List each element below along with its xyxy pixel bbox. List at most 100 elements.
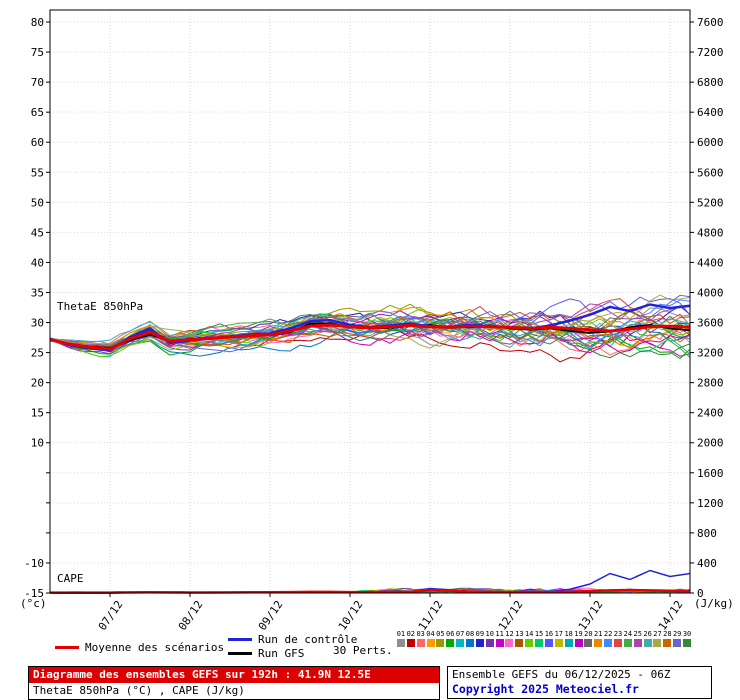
y-right-tick-label: 2400 [697, 407, 724, 420]
pert-number: 03 [416, 630, 425, 638]
y-right-tick-label: 0 [697, 587, 704, 600]
pert-color-swatch [465, 639, 474, 647]
pert-color-swatch [544, 639, 553, 647]
pert-number: 24 [623, 630, 633, 638]
pert-color-swatch [436, 639, 445, 647]
pert-color-swatch [643, 639, 652, 647]
y-left-tick-label: 30 [31, 317, 44, 330]
pert-color-swatch [594, 639, 603, 647]
pert-color-swatch [584, 639, 593, 647]
pert-cell-17: 17 [554, 630, 564, 647]
pert-cell-29: 29 [672, 630, 682, 647]
pert-color-swatch [623, 639, 632, 647]
ensemble-mean-line [49, 323, 691, 351]
y-right-unit-label: (J/kg) [694, 597, 734, 610]
x-date-label: 11/12 [416, 598, 446, 633]
ensemble-chart: 80 75 70 65 60 55 50 45 40 35 30 25 20 15 10 -10 -15 0 400… [20, 9, 734, 633]
pert-number: 04 [426, 630, 435, 638]
pert-color-swatch [683, 639, 692, 647]
pert-cell-28: 28 [662, 630, 672, 647]
y-left-tick-label: -15 [24, 587, 44, 600]
legend-gfs: Run GFS [228, 647, 304, 660]
pert-cell-24: 24 [623, 630, 633, 647]
x-date-label: 13/12 [576, 598, 606, 633]
y-left-tick-label: 65 [31, 106, 44, 119]
y-right-tick-label: 6000 [697, 136, 724, 149]
copyright-text: Copyright 2025 Meteociel.fr [452, 682, 639, 696]
pert-color-swatch [633, 639, 642, 647]
y-right-tick-label: 6400 [697, 106, 724, 119]
y-right-tick-label: 5200 [697, 196, 724, 209]
gridlines [50, 10, 690, 594]
pert-number: 12 [505, 630, 514, 638]
pert-color-swatch [564, 639, 573, 647]
y-left-tick-label: 10 [31, 437, 44, 450]
pert-cell-04: 04 [426, 630, 436, 647]
pert-color-swatch [416, 639, 425, 647]
pert-color-swatch [604, 639, 613, 647]
pert-color-swatch [673, 639, 682, 647]
cape-annotation: CAPE [57, 572, 84, 585]
pert-number: 11 [495, 630, 504, 638]
pert-number: 16 [544, 630, 554, 638]
pert-number: 21 [594, 630, 603, 638]
perts-count-label: 30 Perts. [333, 644, 393, 657]
x-date-label: 07/12 [96, 598, 126, 633]
y-left-tick-label: 75 [31, 46, 44, 59]
pert-color-swatch [515, 639, 524, 647]
pert-cell-08: 08 [465, 630, 475, 647]
pert-cell-19: 19 [574, 630, 584, 647]
pert-number: 09 [475, 630, 485, 638]
pert-color-swatch [554, 639, 563, 647]
pert-number: 29 [672, 630, 682, 638]
pert-color-swatch [653, 639, 662, 647]
perturbation-color-strip: 01 02 03 04 05 06 07 08 09 10 11 12 13 14 15 16 17 18 19 20… [396, 630, 692, 647]
pert-number: 18 [564, 630, 573, 638]
x-date-label: 14/12 [656, 598, 686, 633]
y-left-tick-label: 70 [31, 76, 44, 89]
pert-number: 07 [455, 630, 465, 638]
series-lines [49, 294, 691, 594]
pert-cell-20: 20 [583, 630, 593, 647]
run-info-box: Ensemble GEFS du 06/12/2025 - 06Z Copyri… [447, 666, 712, 699]
pert-color-swatch [525, 639, 534, 647]
y-left-tick-label: 35 [31, 286, 44, 299]
pert-number: 23 [613, 630, 623, 638]
y-right-tick-label: 1200 [697, 497, 724, 510]
pert-number: 28 [663, 630, 672, 638]
pert-number: 26 [643, 630, 652, 638]
y-left-tick-label: 55 [31, 166, 44, 179]
pert-number: 22 [603, 630, 613, 638]
axis-ticks [46, 21, 694, 597]
legend-gfs-label: Run GFS [258, 647, 305, 660]
y-right-tick-label: 6800 [697, 76, 724, 89]
pert-cell-11: 11 [495, 630, 505, 647]
y-left-tick-label: 45 [31, 226, 44, 239]
pert-number: 06 [446, 630, 455, 638]
y-left-tick-label: -10 [24, 557, 44, 570]
x-date-label: 09/12 [256, 598, 286, 633]
pert-cell-09: 09 [475, 630, 485, 647]
pert-cell-21: 21 [593, 630, 603, 647]
pert-cell-10: 10 [485, 630, 495, 647]
y-right-tick-label: 3200 [697, 347, 724, 360]
gfs-line-swatch [228, 652, 252, 655]
y-right-tick-label: 1600 [697, 467, 724, 480]
pert-cell-14: 14 [524, 630, 534, 647]
y-left-tick-label: 60 [31, 136, 44, 149]
mean-line-swatch [55, 646, 79, 649]
pert-cell-12: 12 [505, 630, 515, 647]
pert-color-swatch [396, 639, 405, 647]
pert-cell-15: 15 [534, 630, 544, 647]
pert-color-swatch [446, 639, 455, 647]
axis-labels: 80 75 70 65 60 55 50 45 40 35 30 25 20 15 10 -10 -15 0 400… [24, 16, 723, 633]
pert-cell-03: 03 [416, 630, 426, 647]
pert-color-swatch [495, 639, 504, 647]
pert-color-swatch [613, 639, 622, 647]
run-info-text: Ensemble GEFS du 06/12/2025 - 06Z [452, 668, 671, 681]
y-right-tick-label: 7600 [697, 16, 724, 29]
legend-control-label: Run de contrôle [258, 633, 358, 646]
y-left-tick-label: 40 [31, 256, 44, 269]
pert-cell-23: 23 [613, 630, 623, 647]
legend-mean-label: Moyenne des scénarios [85, 641, 225, 654]
